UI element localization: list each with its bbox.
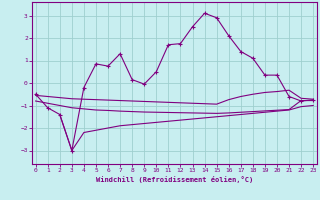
X-axis label: Windchill (Refroidissement éolien,°C): Windchill (Refroidissement éolien,°C) bbox=[96, 176, 253, 183]
